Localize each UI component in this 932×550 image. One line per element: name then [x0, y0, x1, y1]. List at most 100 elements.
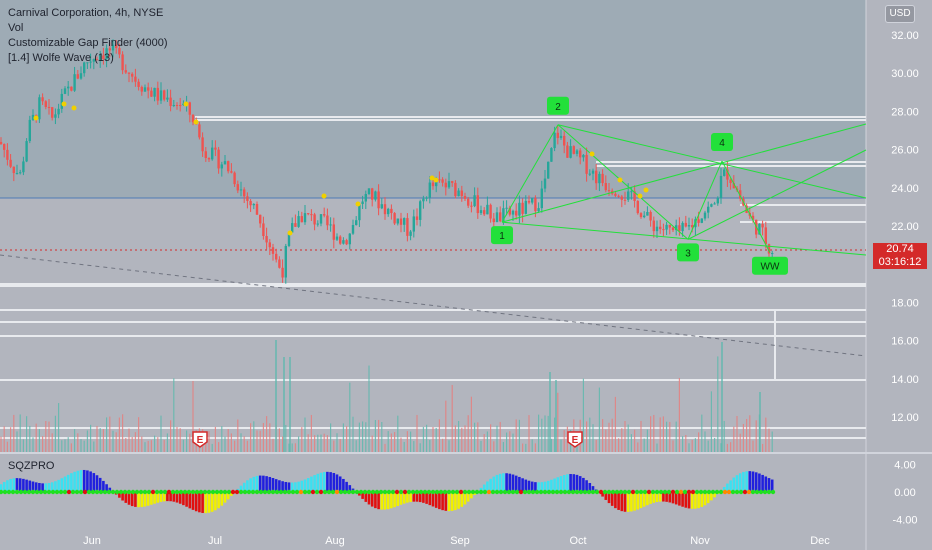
- sqz-bar: [274, 479, 278, 492]
- sqz-dot: [474, 489, 480, 495]
- sqz-dot: [134, 489, 140, 495]
- candle-body: [57, 108, 60, 115]
- candle-body: [518, 202, 521, 216]
- earnings-marker[interactable]: E: [192, 431, 208, 448]
- sqz-bar: [210, 492, 214, 512]
- sqz-bar: [89, 471, 92, 492]
- volume-bar: [656, 443, 658, 452]
- sqz-bar: [543, 481, 547, 492]
- sqz-bar: [614, 492, 617, 509]
- sqz-dot: [170, 489, 176, 495]
- sqz-dot: [502, 489, 508, 495]
- volume-bar: [454, 425, 456, 452]
- volume-bar: [461, 427, 463, 452]
- candle-body: [633, 191, 636, 201]
- candle-body: [646, 212, 649, 216]
- last-price-value: 20.74: [886, 243, 914, 255]
- volume-bar: [512, 433, 514, 452]
- sqz-bar: [367, 492, 371, 505]
- sqz-bar: [588, 482, 592, 492]
- sqz-dot: [706, 489, 712, 495]
- currency-button[interactable]: USD: [885, 5, 915, 23]
- sqz-bar: [207, 492, 211, 513]
- volume-bar: [16, 431, 18, 452]
- sqz-bar: [569, 474, 572, 492]
- earnings-marker[interactable]: E: [567, 431, 583, 448]
- sqz-dot: [414, 489, 420, 495]
- sqz-bar: [498, 473, 502, 492]
- sqz-dot: [586, 489, 592, 495]
- candle-body: [537, 208, 540, 212]
- sqz-dot: [286, 489, 292, 495]
- sqz-bar: [57, 479, 60, 492]
- sqz-bar: [770, 479, 774, 492]
- volume-bar: [64, 439, 66, 452]
- sqz-bar: [60, 478, 64, 492]
- candle-body: [271, 247, 275, 254]
- indicator-gap-finder[interactable]: Customizable Gap Finder (4000): [8, 37, 168, 49]
- volume-bar: [602, 419, 604, 452]
- sqz-bar: [15, 478, 19, 492]
- candle-body: [227, 161, 230, 172]
- candle-body: [681, 222, 684, 232]
- candle-body: [44, 101, 47, 107]
- sqz-dot: [746, 489, 752, 495]
- sqz-bar: [175, 492, 179, 503]
- candle-body: [739, 190, 742, 199]
- sqz-bar: [591, 486, 595, 492]
- sqz-bar: [422, 492, 425, 503]
- sqz-dot: [598, 489, 604, 495]
- sqz-bar: [239, 485, 243, 492]
- volume-bar: [554, 417, 556, 452]
- sqz-bar: [514, 475, 518, 492]
- sqz-bar: [738, 473, 742, 492]
- sqz-bar: [188, 492, 192, 509]
- volume-bar: [730, 442, 732, 452]
- wolfe-label-box: [677, 243, 699, 262]
- sqz-dot: [382, 489, 388, 495]
- candle-body: [678, 225, 681, 232]
- candle-body: [483, 210, 486, 215]
- sqz-bar: [73, 471, 76, 492]
- sqz-bar: [294, 482, 297, 492]
- sqz-bar: [102, 480, 105, 492]
- sqz-dot: [670, 489, 676, 495]
- sqz-dot: [366, 489, 372, 495]
- sqz-bar: [681, 492, 684, 507]
- volume-bar: [400, 437, 402, 452]
- sqz-dot: [150, 489, 156, 495]
- sqz-bar: [697, 492, 700, 509]
- indicator-vol[interactable]: Vol: [8, 22, 24, 34]
- volume-bar: [269, 423, 271, 452]
- candle-body: [630, 191, 633, 193]
- sqz-pane-title[interactable]: SQZPRO: [8, 460, 55, 472]
- indicator-wolfe-wave[interactable]: [1.4] Wolfe Wave (13): [8, 52, 114, 64]
- candle-body: [572, 146, 575, 154]
- volume-bar: [515, 419, 517, 452]
- candle-body: [0, 141, 3, 145]
- price-tick-label: 12.00: [891, 412, 919, 424]
- sqz-bar: [658, 492, 662, 502]
- candle-body: [684, 222, 687, 227]
- volume-bar: [432, 427, 434, 452]
- candle-body: [502, 208, 505, 222]
- candle-body: [371, 188, 374, 200]
- candle-body: [547, 161, 550, 179]
- sqz-dot: [546, 489, 552, 495]
- volume-bar: [48, 421, 50, 452]
- sqz-bar: [748, 471, 752, 492]
- sqz-bar: [2, 481, 6, 492]
- volume-bar: [662, 416, 664, 452]
- volume-bar: [176, 426, 178, 452]
- sqz-dot: [78, 489, 84, 495]
- volume-bar: [486, 431, 488, 452]
- sqz-dot: [630, 489, 636, 495]
- volume-bar: [32, 437, 34, 452]
- sqz-bar: [66, 474, 70, 492]
- candle-body: [140, 86, 143, 92]
- volume-bar: [589, 417, 591, 452]
- candle-body: [329, 224, 332, 226]
- candle-body: [355, 220, 358, 226]
- candle-body: [620, 196, 623, 200]
- candle-body: [380, 204, 383, 209]
